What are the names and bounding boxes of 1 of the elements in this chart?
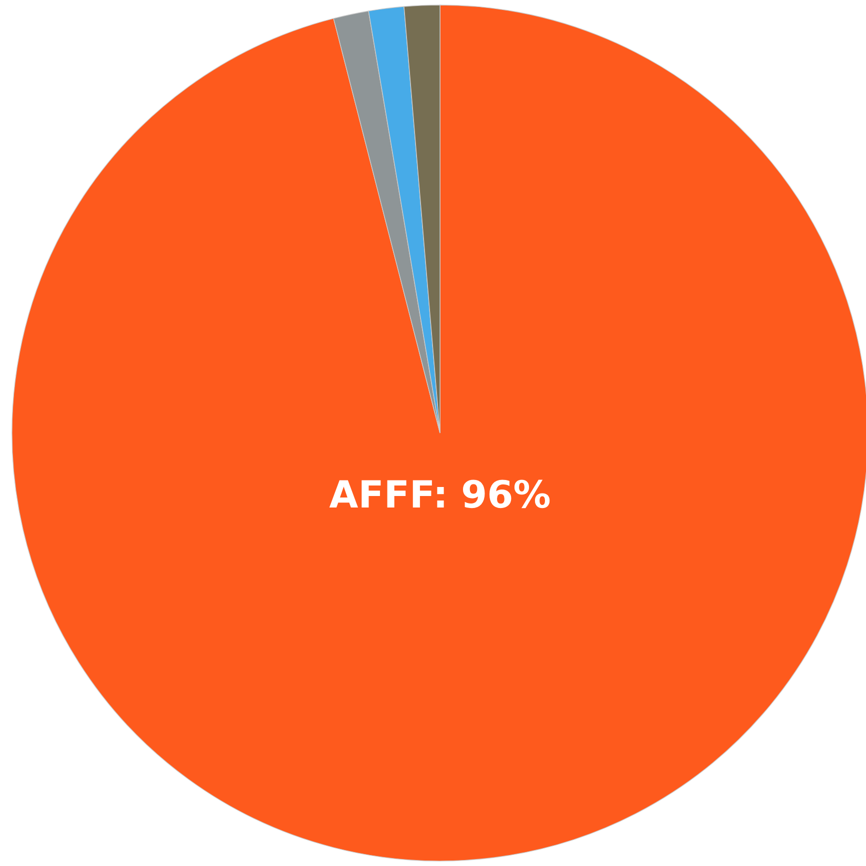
slice-label: AFFF: 96% — [329, 480, 550, 508]
